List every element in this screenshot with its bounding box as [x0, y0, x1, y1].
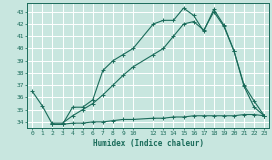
- X-axis label: Humidex (Indice chaleur): Humidex (Indice chaleur): [93, 139, 204, 148]
